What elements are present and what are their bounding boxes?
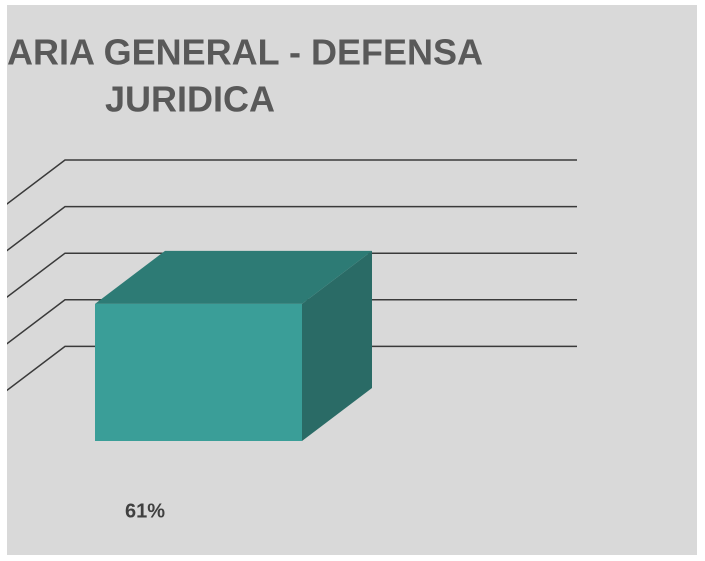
plot: ARIA GENERAL - DEFENSA JURIDICA 61% (7, 32, 577, 522)
grid-line (7, 205, 577, 252)
chart-title: ARIA GENERAL - DEFENSA (7, 32, 483, 73)
grid-line (7, 159, 577, 205)
bar-top (95, 250, 372, 304)
x-tick-label: 61% (125, 500, 165, 522)
bar (95, 303, 302, 441)
grid-line (7, 345, 577, 392)
grid-line (7, 252, 577, 299)
grid-line (7, 299, 577, 345)
bar-side (302, 250, 372, 441)
chart-title: JURIDICA (105, 79, 275, 120)
